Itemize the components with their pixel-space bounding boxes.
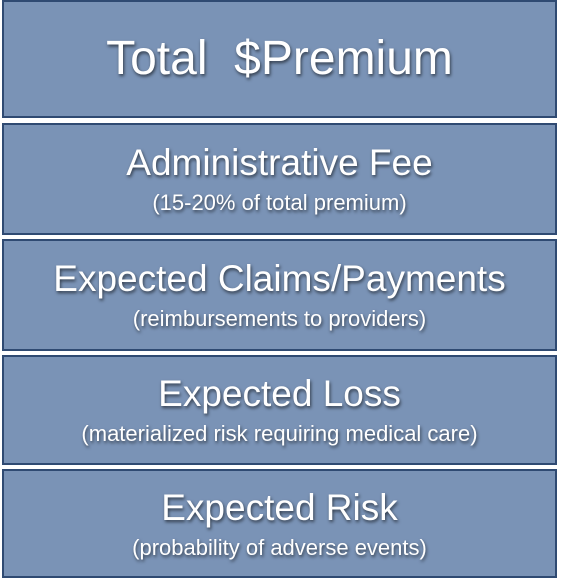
box-subtitle: (reimbursements to providers) (132, 306, 427, 331)
box: Expected Loss (materialized risk requiri… (2, 355, 557, 465)
box-title: Expected Claims/Payments (53, 258, 506, 299)
box-subtitle: (15-20% of total premium) (152, 190, 407, 215)
box-subtitle: (probability of adverse events) (132, 534, 427, 560)
box-title: Administrative Fee (126, 142, 433, 183)
box-subtitle: (materialized risk requiring medical car… (81, 421, 478, 446)
box-title: Total $Premium (106, 32, 453, 85)
box-title: Expected Risk (161, 486, 398, 528)
box: Administrative Fee (15-20% of total prem… (2, 123, 557, 235)
box: Expected Claims/Payments (reimbursements… (2, 239, 557, 351)
box: Total $Premium (2, 0, 557, 118)
box: Expected Risk (probability of adverse ev… (2, 469, 557, 578)
box-title: Expected Loss (158, 373, 401, 414)
